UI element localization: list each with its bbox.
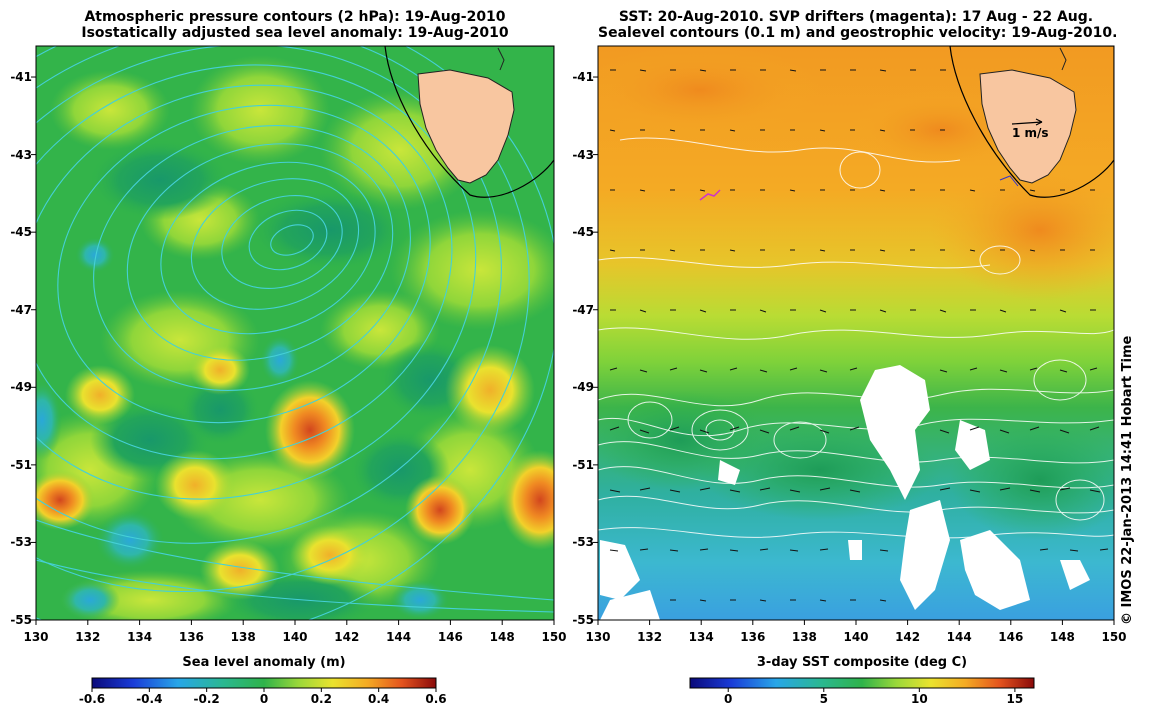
right-x-tick-label: 130 xyxy=(585,630,611,644)
right-x-tick-label: 136 xyxy=(740,630,766,644)
left-y-tick-label: -49 xyxy=(10,380,32,395)
right-colorbar-tick-label: 10 xyxy=(910,692,928,706)
left-y-tick-label: -45 xyxy=(10,225,32,240)
right-colorbar-tick-label: 5 xyxy=(819,692,828,706)
left-colorbar-tick-label: 0.2 xyxy=(310,692,332,706)
pressure-contours xyxy=(36,46,554,620)
right-y-tick-label: -55 xyxy=(572,613,594,627)
right-tasmania xyxy=(949,46,1114,198)
left-colorbar-tick-label: -0.4 xyxy=(136,692,163,706)
left-title-line1: Atmospheric pressure contours (2 hPa): 1… xyxy=(84,9,506,25)
right-colorbar-tick-label: 15 xyxy=(1006,692,1024,706)
left-colorbar-tick-label: -0.2 xyxy=(193,692,220,706)
right-title-line1: SST: 20-Aug-2010. SVP drifters (magenta)… xyxy=(618,9,1094,25)
copyright-note: © IMOS 22-Jan-2013 14:41 Hobart Time xyxy=(1120,335,1135,625)
left-x-tick-label: 130 xyxy=(23,630,49,644)
right-colorbar xyxy=(689,677,1035,689)
right-colorbar-label: 3-day SST composite (deg C) xyxy=(756,655,968,670)
left-x-tick-label: 144 xyxy=(386,630,412,644)
left-y-tick-label: -55 xyxy=(10,613,32,627)
right-x-tick-label: 132 xyxy=(637,630,663,644)
right-y-tick-label: -41 xyxy=(572,70,594,85)
velocity-scale xyxy=(1011,118,1043,126)
left-colorbar-tick-label: -0.6 xyxy=(78,692,106,706)
left-x-tick-label: 138 xyxy=(230,630,256,644)
right-y-tick-label: -47 xyxy=(572,302,594,317)
right-y-tick-label: -45 xyxy=(572,225,594,240)
left-y-tick-label: -47 xyxy=(10,302,32,317)
left-y-tick-label: -41 xyxy=(10,70,32,85)
right-y-tick-label: -43 xyxy=(572,147,594,162)
right-x-tick-label: 146 xyxy=(998,630,1024,644)
right-colorbar-tick-label: 0 xyxy=(724,692,733,706)
right-map-panel xyxy=(598,46,1114,620)
drifter-track xyxy=(699,189,721,201)
left-map-panel xyxy=(36,46,554,620)
left-y-tick-label: -51 xyxy=(10,457,32,472)
left-x-tick-label: 150 xyxy=(541,630,567,644)
left-title-line2: Isostatically adjusted sea level anomaly… xyxy=(81,25,509,41)
left-colorbar-tick-label: 0 xyxy=(259,692,269,706)
left-x-tick-label: 140 xyxy=(282,630,308,644)
left-x-tick-label: 132 xyxy=(75,630,101,644)
left-colorbar-label: Sea level anomaly (m) xyxy=(182,655,346,670)
right-y-tick-label: -51 xyxy=(572,457,594,472)
velocity-field xyxy=(609,69,1109,602)
right-x-tick-label: 142 xyxy=(895,630,921,644)
left-tasmania xyxy=(384,46,554,198)
left-colorbar-tick-label: 0.6 xyxy=(425,692,447,706)
left-y-tick-label: -53 xyxy=(10,535,32,550)
right-x-tick-label: 148 xyxy=(1049,630,1075,644)
right-x-tick-label: 150 xyxy=(1101,630,1127,644)
tick-marks xyxy=(31,76,1115,692)
left-colorbar xyxy=(91,677,437,689)
left-x-tick-label: 136 xyxy=(178,630,204,644)
right-x-tick-label: 138 xyxy=(791,630,817,644)
right-y-tick-label: -49 xyxy=(572,380,594,395)
right-title-line2: Sealevel contours (0.1 m) and geostrophi… xyxy=(598,25,1118,41)
left-x-tick-label: 148 xyxy=(489,630,515,644)
left-x-tick-label: 146 xyxy=(437,630,463,644)
sealevel-contours xyxy=(598,137,1114,539)
velocity-scale-label: 1 m/s xyxy=(1012,126,1049,140)
right-x-tick-label: 144 xyxy=(946,630,972,644)
right-y-tick-label: -53 xyxy=(572,535,594,550)
left-y-tick-label: -43 xyxy=(10,147,32,162)
left-colorbar-tick-label: 0.4 xyxy=(368,692,390,706)
right-x-tick-label: 134 xyxy=(688,630,714,644)
right-x-tick-label: 140 xyxy=(843,630,869,644)
left-x-tick-label: 134 xyxy=(127,630,153,644)
left-x-tick-label: 142 xyxy=(334,630,360,644)
